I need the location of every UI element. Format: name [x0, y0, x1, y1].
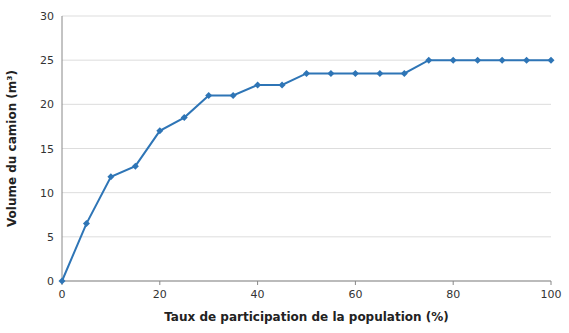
y-tick-label: 20 — [40, 98, 54, 111]
marker — [450, 57, 457, 64]
x-tick — [453, 281, 454, 285]
y-tick-label: 30 — [40, 10, 54, 23]
marker — [327, 70, 334, 77]
x-tick-label: 80 — [446, 288, 460, 301]
grid-line — [62, 281, 551, 282]
x-tick-label: 40 — [251, 288, 265, 301]
x-axis — [62, 281, 551, 282]
marker — [83, 220, 90, 227]
x-tick — [159, 281, 160, 285]
y-tick-label: 0 — [47, 275, 54, 288]
marker — [205, 92, 212, 99]
y-tick-label: 25 — [40, 54, 54, 67]
grid-line — [62, 104, 551, 105]
x-tick-label: 20 — [153, 288, 167, 301]
x-tick — [551, 281, 552, 285]
x-tick-label: 0 — [59, 288, 66, 301]
line — [62, 60, 551, 281]
marker — [59, 278, 66, 285]
marker — [254, 81, 261, 88]
marker — [107, 173, 114, 180]
grid-line — [62, 16, 551, 17]
plot-area — [59, 57, 555, 285]
marker — [279, 81, 286, 88]
marker — [474, 57, 481, 64]
marker — [230, 92, 237, 99]
y-tick-label: 10 — [40, 187, 54, 200]
marker — [376, 70, 383, 77]
grid-line — [62, 192, 551, 193]
marker — [401, 70, 408, 77]
marker — [132, 163, 139, 170]
marker — [548, 57, 555, 64]
marker — [352, 70, 359, 77]
marker — [499, 57, 506, 64]
x-tick — [355, 281, 356, 285]
marker — [523, 57, 530, 64]
marker — [181, 114, 188, 121]
x-axis-label: Taux de participation de la population (… — [164, 310, 449, 324]
grid-line — [62, 148, 551, 149]
y-tick-label: 5 — [47, 231, 54, 244]
x-tick — [257, 281, 258, 285]
marker — [425, 57, 432, 64]
y-axis-label: Volume du camion (m³) — [5, 70, 19, 227]
marker — [156, 127, 163, 134]
chart: 0 5 10 15 20 25 30 0 20 40 60 80 100 Taux de particip… — [0, 0, 569, 333]
x-tick-label: 60 — [348, 288, 362, 301]
marker — [303, 70, 310, 77]
y-axis — [62, 16, 63, 281]
grid-line — [62, 236, 551, 237]
y-tick-label: 15 — [40, 143, 54, 156]
x-tick-label: 100 — [541, 288, 562, 301]
